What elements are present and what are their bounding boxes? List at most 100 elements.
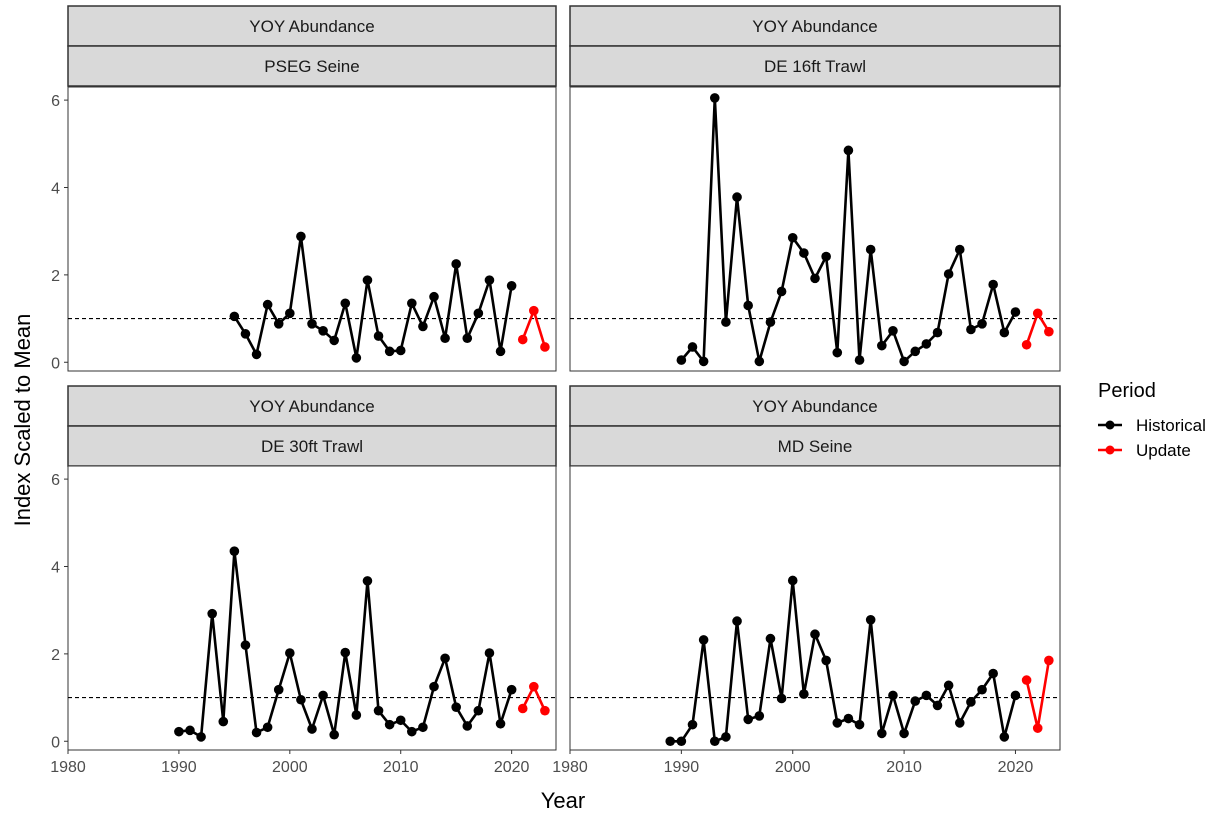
- data-point-historical: [977, 684, 987, 695]
- data-point-historical: [340, 647, 351, 658]
- y-tick-label: 4: [51, 559, 60, 576]
- data-point-historical: [218, 716, 229, 727]
- data-point-historical: [999, 327, 1010, 338]
- data-point-historical: [384, 346, 395, 357]
- data-point-historical: [899, 356, 909, 367]
- y-tick-label: 4: [51, 180, 60, 197]
- facet-strip-label-survey: MD Seine: [778, 437, 853, 456]
- y-tick-label: 2: [51, 268, 60, 285]
- panel-2: YOY Abundance DE 16ft Trawl: [569, 5, 1061, 372]
- data-point-historical: [440, 653, 450, 664]
- y-tick-label: 0: [51, 734, 60, 751]
- panel-1: YOY Abundance PSEG Seine 0 2 4 6: [51, 5, 557, 372]
- data-point-historical: [1010, 307, 1021, 317]
- data-point-historical: [373, 705, 384, 716]
- data-point-historical: [506, 281, 517, 291]
- legend-item-update: Update: [1098, 441, 1191, 460]
- y-tick-label: 6: [51, 93, 60, 110]
- data-point-historical: [999, 732, 1010, 742]
- data-point-historical: [776, 286, 787, 297]
- data-point-historical: [787, 575, 798, 586]
- series-line-historical: [670, 579, 1017, 743]
- data-point-historical: [451, 259, 461, 269]
- data-point-historical: [362, 576, 373, 586]
- data-point-historical: [495, 718, 506, 729]
- data-point-update: [529, 681, 539, 692]
- data-point-historical: [407, 726, 417, 737]
- data-point-historical: [865, 614, 876, 625]
- data-point-historical: [921, 690, 932, 701]
- data-point-update: [1032, 308, 1043, 319]
- facet-strip-label-survey: PSEG Seine: [264, 57, 359, 76]
- data-point-historical: [451, 702, 461, 712]
- data-point-historical: [932, 327, 943, 338]
- x-tick-label: 1990: [161, 759, 197, 776]
- data-point-historical: [407, 298, 417, 309]
- data-point-historical: [174, 726, 184, 737]
- data-point-historical: [877, 728, 887, 739]
- data-point-historical: [665, 736, 676, 747]
- data-point-historical: [340, 298, 351, 309]
- data-point-historical: [462, 333, 473, 344]
- data-point-historical: [318, 690, 328, 701]
- data-point-historical: [676, 355, 687, 365]
- data-point-update: [1021, 675, 1032, 685]
- data-point-historical: [329, 335, 339, 346]
- panel-border: [569, 465, 1061, 751]
- x-tick-label: 2010: [886, 759, 922, 776]
- facet-strip-label-survey: DE 16ft Trawl: [764, 57, 866, 76]
- data-point-historical: [251, 349, 262, 360]
- data-point-historical: [462, 721, 473, 731]
- data-point-historical: [262, 299, 273, 310]
- data-point-historical: [395, 345, 406, 356]
- legend-label-historical: Historical: [1136, 416, 1206, 435]
- facet-strip-label-survey: DE 30ft Trawl: [261, 437, 363, 456]
- data-point-historical: [229, 311, 240, 322]
- data-point-historical: [440, 333, 450, 344]
- data-point-historical: [721, 317, 731, 327]
- panel-3: YOY Abundance DE 30ft Trawl 0 2 4 6 1980 1990 20…: [50, 385, 557, 776]
- data-point-historical: [196, 732, 206, 742]
- data-point-historical: [395, 715, 406, 726]
- data-point-update: [529, 305, 539, 316]
- data-point-historical: [810, 629, 820, 640]
- data-point-historical: [429, 681, 439, 692]
- panel-4: YOY Abundance MD Seine 1980 1990 2000 2010 202…: [552, 385, 1061, 776]
- data-point-historical: [240, 329, 251, 339]
- data-point-historical: [709, 736, 720, 747]
- data-point-historical: [799, 248, 809, 258]
- data-point-historical: [765, 317, 776, 327]
- data-point-historical: [721, 732, 731, 742]
- data-point-historical: [429, 291, 439, 302]
- facet-strip-label-variable: YOY Abundance: [249, 17, 374, 36]
- data-point-historical: [843, 145, 854, 156]
- data-point-historical: [318, 326, 328, 336]
- data-point-historical: [698, 635, 709, 645]
- data-point-historical: [888, 326, 898, 336]
- data-point-historical: [743, 714, 753, 725]
- facet-strip-label-variable: YOY Abundance: [249, 397, 374, 416]
- facet-strip: [67, 45, 557, 87]
- data-point-historical: [888, 690, 898, 701]
- data-point-historical: [351, 710, 362, 720]
- facet-strip-label-variable: YOY Abundance: [752, 397, 877, 416]
- data-point-update: [540, 705, 550, 716]
- data-point-update: [540, 342, 550, 352]
- data-point-historical: [251, 727, 262, 738]
- data-point-historical: [495, 346, 506, 357]
- data-point-historical: [899, 728, 909, 739]
- data-point-historical: [296, 694, 306, 705]
- data-point-historical: [854, 355, 865, 365]
- facet-strip: [67, 385, 557, 427]
- y-tick-label: 6: [51, 472, 60, 489]
- data-point-historical: [484, 648, 495, 658]
- data-point-historical: [787, 232, 798, 243]
- x-tick-label: 1980: [50, 759, 86, 776]
- data-point-historical: [709, 93, 720, 103]
- x-tick-label: 1980: [552, 759, 588, 776]
- data-point-historical: [865, 244, 876, 255]
- facet-strip: [569, 5, 1061, 47]
- data-point-historical: [676, 736, 687, 747]
- x-axis-title: Year: [541, 788, 585, 813]
